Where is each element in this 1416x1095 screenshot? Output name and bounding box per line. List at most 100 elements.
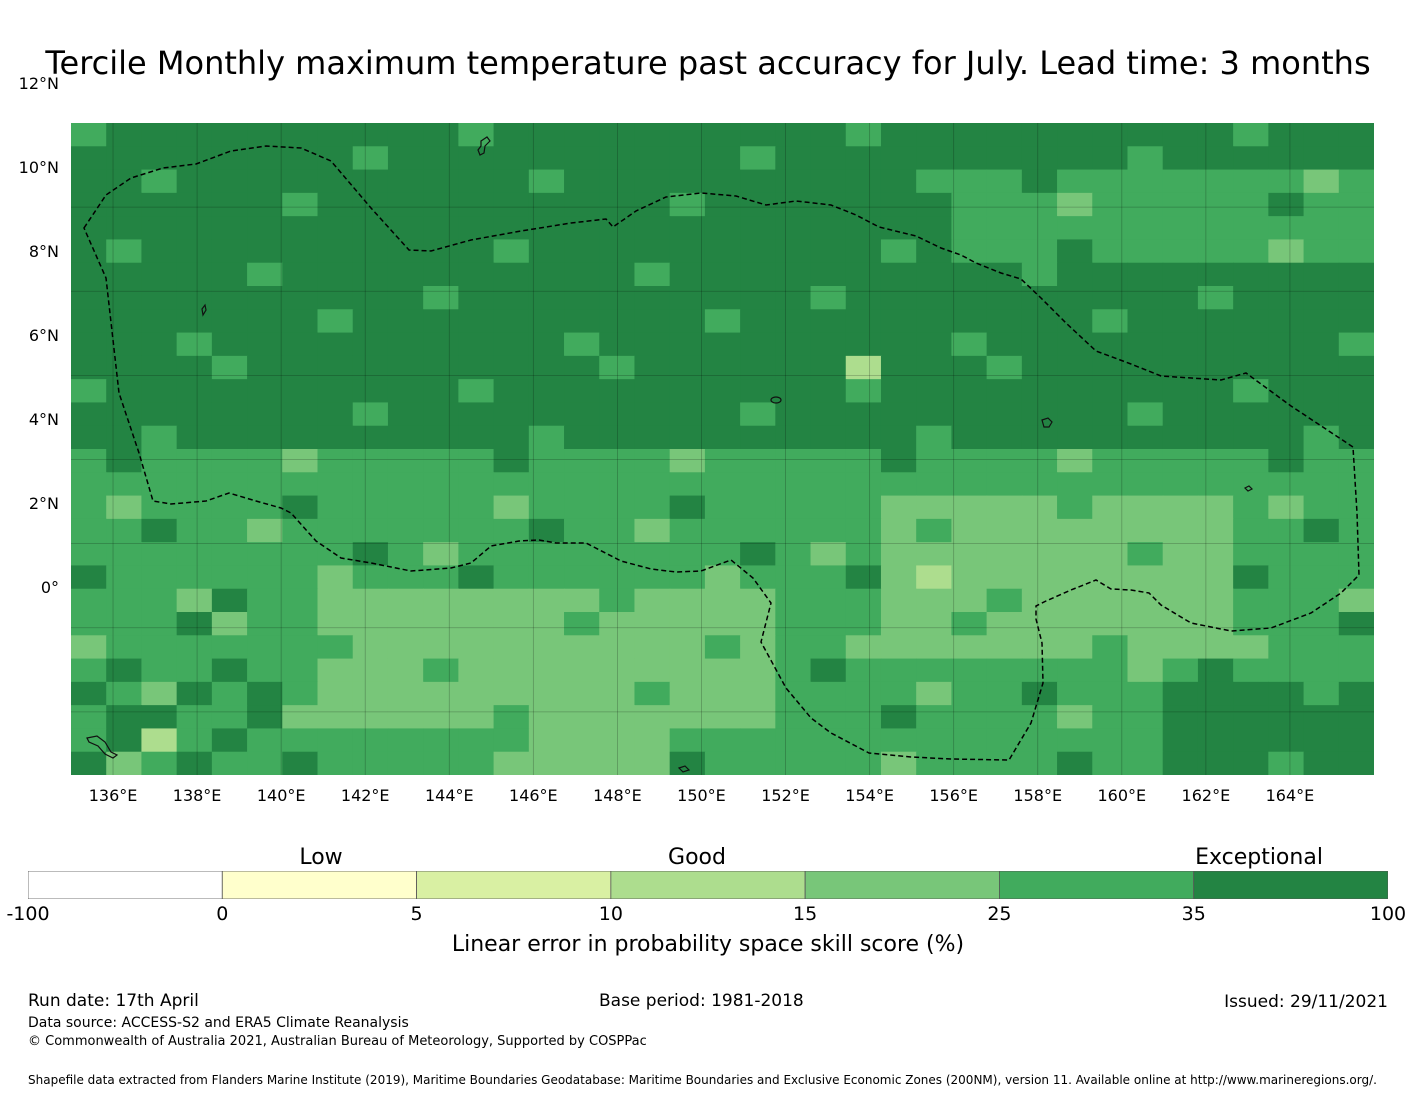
grid-cell <box>493 449 530 473</box>
grid-cell <box>1303 705 1340 730</box>
colorbar-segment <box>28 871 223 899</box>
grid-cell <box>1268 472 1305 497</box>
grid-cell <box>1197 146 1234 171</box>
colorbar <box>28 871 1388 899</box>
grid-cell <box>1092 146 1129 171</box>
grid-cell <box>669 635 706 660</box>
grid-cell <box>564 425 600 450</box>
grid-cell <box>282 449 319 473</box>
grid-cell <box>1268 728 1305 753</box>
grid-cell <box>880 472 917 497</box>
grid-cell <box>704 332 741 357</box>
grid-cell <box>669 472 706 497</box>
grid-cell <box>810 355 847 380</box>
grid-cell <box>1197 472 1234 497</box>
grid-cell <box>1197 565 1234 590</box>
grid-cell <box>599 612 636 636</box>
grid-cell <box>986 216 1023 241</box>
grid-cell <box>387 542 424 567</box>
grid-cell <box>1268 658 1305 683</box>
grid-cell <box>669 402 706 427</box>
grid-cell <box>1021 588 1058 613</box>
grid-cell <box>528 588 565 613</box>
grid-cell <box>352 449 389 473</box>
grid-cell <box>951 728 988 753</box>
grid-cell <box>845 239 882 264</box>
grid-cell <box>352 705 389 730</box>
grid-cell <box>528 658 565 683</box>
grid-cell <box>634 402 671 427</box>
grid-cell <box>740 192 776 217</box>
grid-cell <box>951 495 988 520</box>
colorbar-tick: 15 <box>793 903 818 925</box>
grid-cell <box>1338 192 1374 217</box>
grid-cell <box>458 192 495 217</box>
grid-cell <box>423 658 459 683</box>
grid-cell <box>986 239 1023 264</box>
grid-cell <box>1233 728 1269 753</box>
grid-cell <box>493 169 530 194</box>
grid-cell <box>176 518 213 543</box>
grid-cell <box>493 495 530 520</box>
grid-cell <box>1338 123 1374 147</box>
grid-cell <box>387 425 424 450</box>
grid-cell <box>810 402 847 427</box>
grid-cell <box>1233 123 1269 147</box>
grid-cell <box>458 262 495 287</box>
grid-cell <box>1303 588 1340 613</box>
colorbar-tick: 35 <box>1181 903 1206 925</box>
grid-cell <box>1338 286 1374 310</box>
grid-cell <box>423 565 459 590</box>
grid-cell <box>141 635 178 660</box>
grid-cell <box>1127 169 1164 194</box>
grid-cell <box>1021 169 1058 194</box>
grid-cell <box>1233 588 1269 613</box>
grid-cell <box>1127 472 1164 497</box>
grid-cell <box>1057 518 1093 543</box>
grid-cell <box>282 681 319 706</box>
grid-cell <box>106 565 143 590</box>
grid-cell <box>1268 542 1305 567</box>
grid-cell <box>211 355 248 380</box>
grid-cell <box>1197 495 1234 520</box>
grid-cell <box>669 309 706 334</box>
grid-cell <box>1092 588 1129 613</box>
grid-cell <box>1021 542 1058 567</box>
grid-cell <box>1127 192 1164 217</box>
grid-cell <box>951 402 988 427</box>
grid-cell <box>106 239 143 264</box>
grid-cell <box>282 495 319 520</box>
grid-cell <box>986 635 1023 660</box>
grid-cell <box>1197 612 1234 636</box>
grid-cell <box>1092 705 1129 730</box>
grid-cell <box>211 612 248 636</box>
grid-cell <box>458 309 495 334</box>
grid-cell <box>458 146 495 171</box>
grid-cell <box>1338 681 1374 706</box>
grid-cell <box>1338 332 1374 357</box>
grid-cell <box>282 286 319 310</box>
grid-cell <box>845 192 882 217</box>
grid-cell <box>1021 192 1058 217</box>
grid-cell <box>951 309 988 334</box>
grid-cell <box>775 192 812 217</box>
grid-cell <box>845 146 882 171</box>
grid-cell <box>1162 681 1199 706</box>
grid-cell <box>986 169 1023 194</box>
grid-cell <box>775 728 812 753</box>
grid-cell <box>810 565 847 590</box>
grid-cell <box>1127 309 1164 334</box>
grid-cell <box>1057 379 1093 404</box>
grid-cell <box>211 262 248 287</box>
grid-cell <box>1057 402 1093 427</box>
grid-cell <box>458 542 495 567</box>
grid-cell <box>317 146 354 171</box>
grid-cell <box>669 728 706 753</box>
grid-cell <box>1162 146 1199 171</box>
grid-cell <box>1021 425 1058 450</box>
grid-cell <box>775 355 812 380</box>
grid-cell <box>141 425 178 450</box>
grid-cell <box>247 495 283 520</box>
grid-cell <box>704 705 741 730</box>
grid-cell <box>845 472 882 497</box>
